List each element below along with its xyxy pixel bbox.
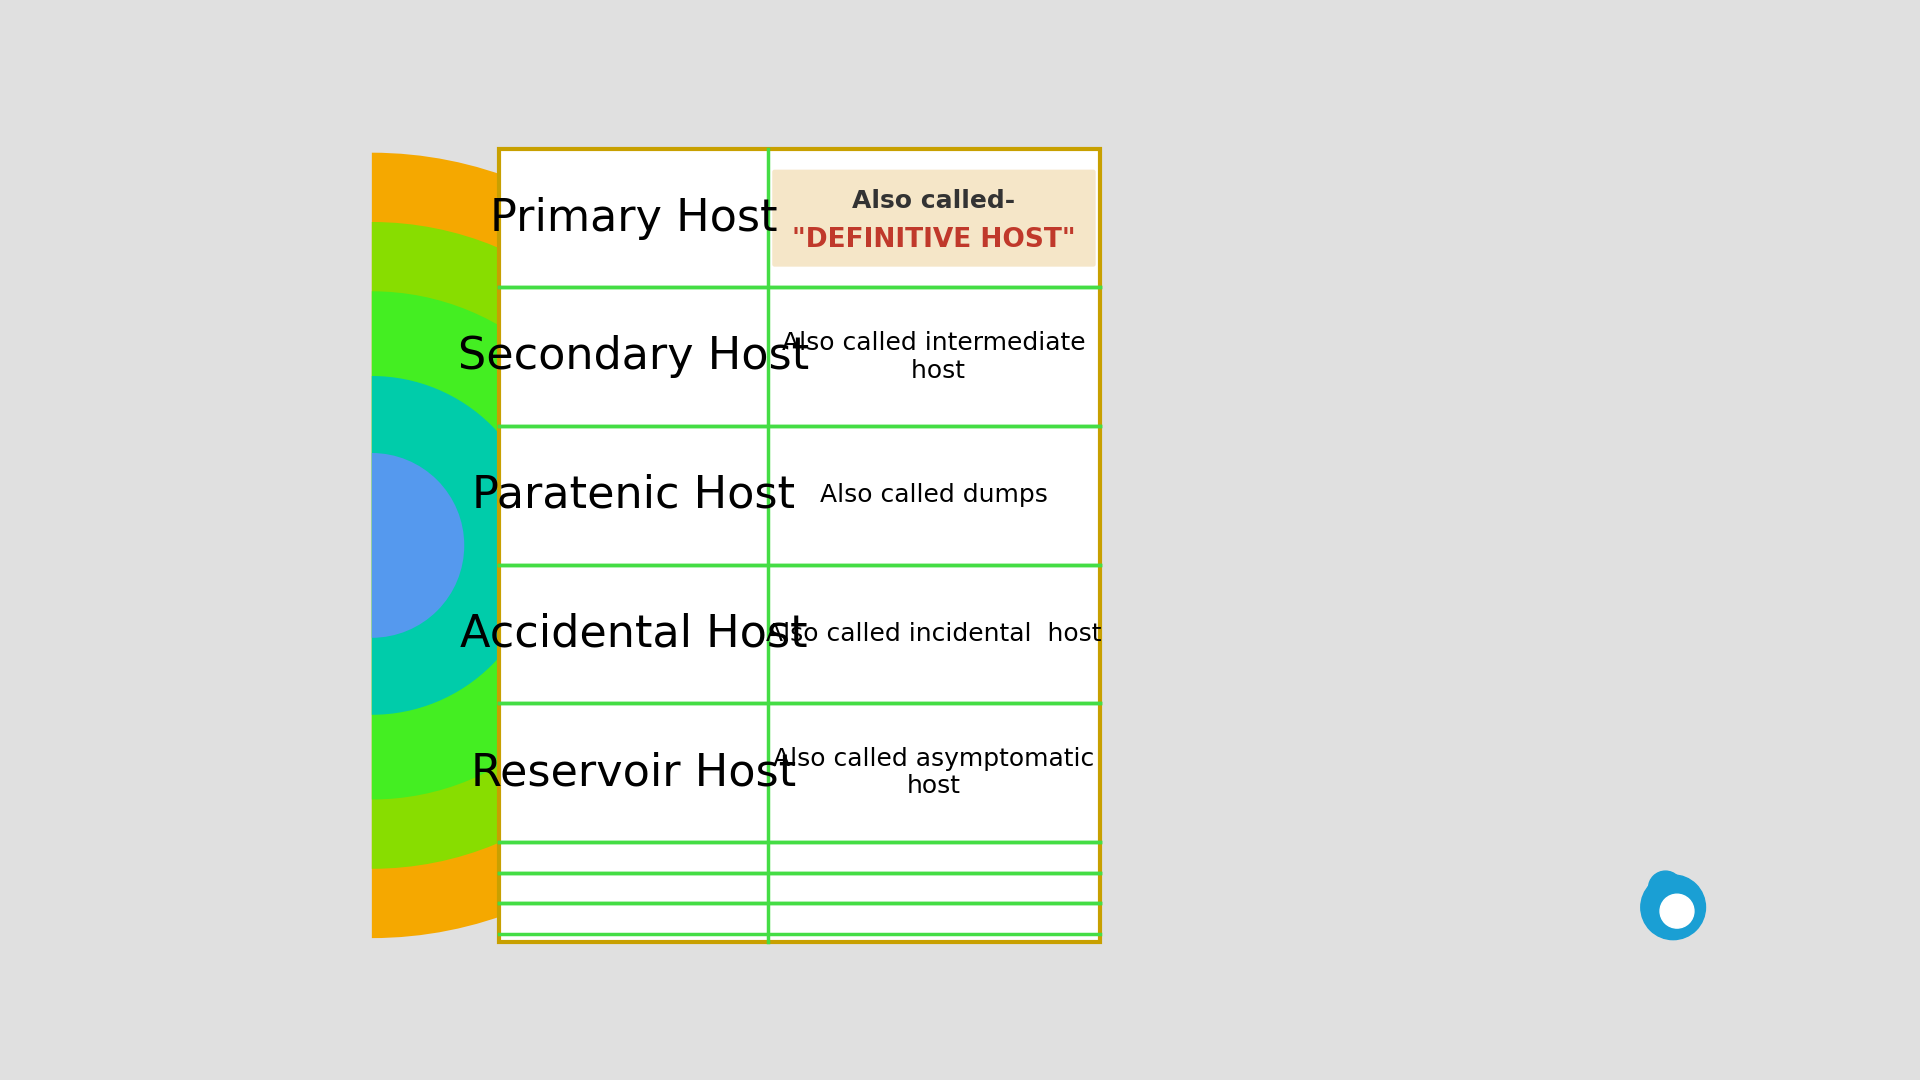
Text: Reservoir Host: Reservoir Host — [470, 751, 797, 794]
Text: Secondary Host: Secondary Host — [459, 335, 808, 378]
Circle shape — [1642, 875, 1705, 940]
Text: Also called asymptomatic
host: Also called asymptomatic host — [774, 746, 1094, 798]
Wedge shape — [372, 376, 541, 715]
Text: Also called dumps: Also called dumps — [820, 484, 1048, 508]
Circle shape — [1649, 872, 1682, 905]
Bar — [499, 149, 1100, 942]
Text: Primary Host: Primary Host — [490, 197, 778, 240]
Wedge shape — [372, 292, 626, 799]
Wedge shape — [372, 152, 764, 939]
Wedge shape — [372, 222, 695, 868]
Text: Paratenic Host: Paratenic Host — [472, 474, 795, 517]
Text: Also called incidental  host: Also called incidental host — [766, 622, 1102, 646]
Circle shape — [1661, 894, 1693, 928]
FancyBboxPatch shape — [772, 170, 1096, 267]
Text: "DEFINITIVE HOST": "DEFINITIVE HOST" — [793, 227, 1075, 253]
Text: Also called-: Also called- — [852, 189, 1016, 213]
Wedge shape — [372, 453, 465, 638]
Text: Accidental Host: Accidental Host — [459, 612, 808, 656]
Text: Also called intermediate
 host: Also called intermediate host — [781, 330, 1087, 382]
